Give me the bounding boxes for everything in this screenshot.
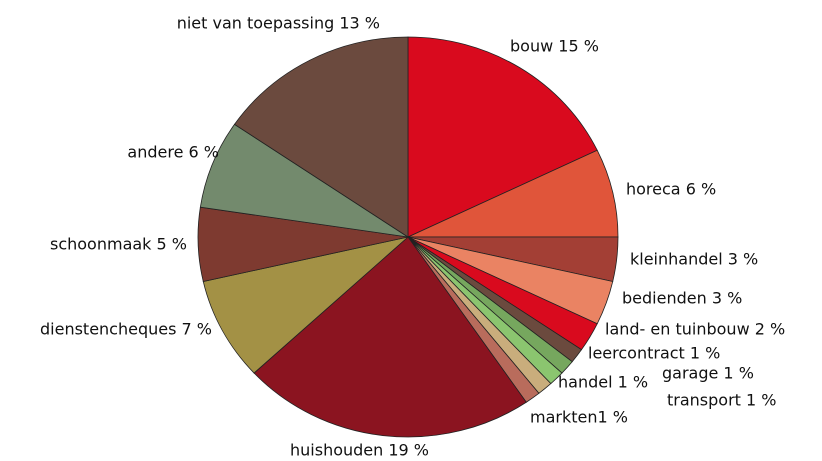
slice-label: leercontract 1 % [588,344,720,363]
slice-label: huishouden 19 % [290,441,429,460]
slice-label: bedienden 3 % [622,289,742,308]
slice-label: bouw 15 % [510,37,599,56]
pie-slice [253,236,527,438]
slice-label: handel 1 % [558,373,648,392]
pie-slice [407,36,598,238]
slice-label: horeca 6 % [626,180,716,199]
pie-slice [233,36,409,238]
slice-label: garage 1 % [662,364,754,383]
slice-label: schoonmaak 5 % [50,235,187,254]
slice-label: markten1 % [530,408,628,427]
slice-label: dienstencheques 7 % [40,320,212,339]
slice-label: kleinhandel 3 % [630,250,758,269]
slice-label: niet van toepassing 13 % [177,14,380,33]
slice-label: andere 6 % [127,143,219,162]
slice-label: land- en tuinbouw 2 % [605,320,785,339]
slice-label: transport 1 % [667,391,776,410]
pie-slice [202,236,410,374]
